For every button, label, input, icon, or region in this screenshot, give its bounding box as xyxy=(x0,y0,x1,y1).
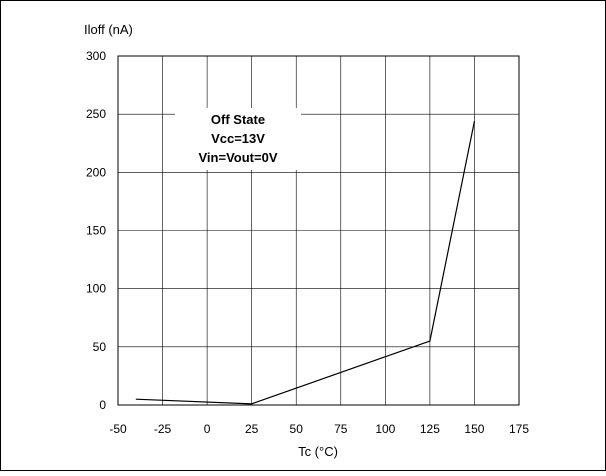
annotation-line-1: Off State xyxy=(211,112,265,127)
x-tick-labels: -50 -25 0 25 50 75 100 125 150 175 xyxy=(109,422,529,436)
y-tick-labels: 0 50 100 150 200 250 300 xyxy=(86,49,106,412)
x-tick-label: 150 xyxy=(464,422,484,436)
y-tick-label: 200 xyxy=(86,165,106,179)
y-tick-label: 0 xyxy=(99,398,106,412)
y-tick-label: 50 xyxy=(93,340,107,354)
annotation-background xyxy=(175,108,301,170)
y-tick-label: 150 xyxy=(86,224,106,238)
x-tick-label: 50 xyxy=(290,422,304,436)
annotation-line-3: Vin=Vout=0V xyxy=(199,150,278,165)
x-tick-label: -50 xyxy=(109,422,127,436)
series-layer xyxy=(135,121,476,405)
series-line xyxy=(135,121,476,405)
x-tick-label: 25 xyxy=(245,422,259,436)
y-tick-label: 250 xyxy=(86,107,106,121)
x-tick-label: 100 xyxy=(375,422,395,436)
y-tick-label: 300 xyxy=(86,49,106,63)
x-tick-label: 75 xyxy=(334,422,348,436)
x-tick-label: 125 xyxy=(420,422,440,436)
annotation-box: Off State Vcc=13V Vin=Vout=0V xyxy=(175,108,301,170)
y-axis-title: Iloff (nA) xyxy=(84,22,133,37)
y-tick-label: 100 xyxy=(86,282,106,296)
plot-area xyxy=(117,55,520,406)
x-tick-label: 175 xyxy=(509,422,529,436)
annotation-line-2: Vcc=13V xyxy=(211,131,265,146)
x-tick-label: -25 xyxy=(154,422,172,436)
x-tick-label: 0 xyxy=(204,422,211,436)
x-axis-title: Tc (°C) xyxy=(298,444,338,459)
